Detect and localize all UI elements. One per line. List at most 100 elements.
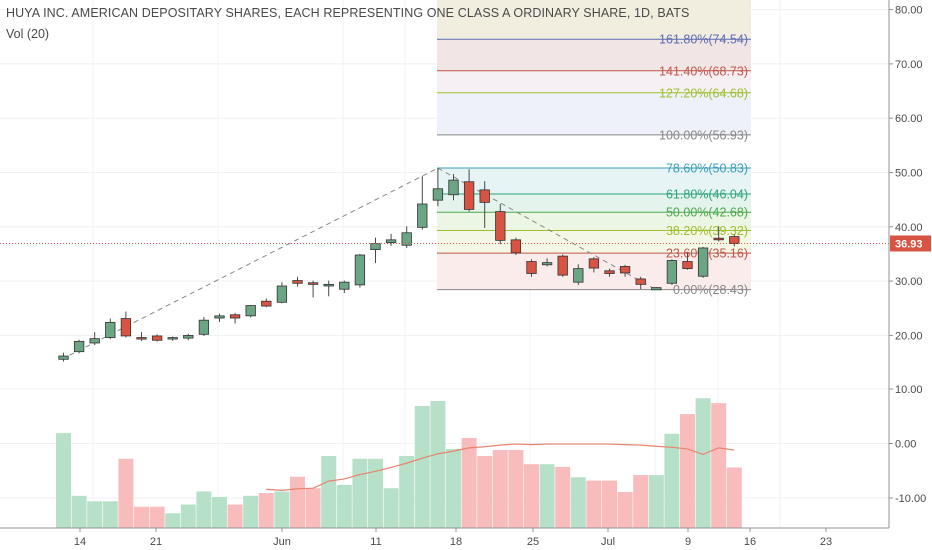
fib-level-label: 161.80%(74.54) [659,33,748,47]
candle [573,264,584,285]
candle [604,268,615,277]
candle-body [276,285,288,303]
candle-body [261,300,272,307]
volume-bar [290,476,305,528]
candle-body [105,321,116,338]
candle-body [292,280,303,284]
volume-bar [274,491,290,528]
time-tick-label: 11 [370,536,381,548]
candle-body [526,261,537,274]
candle-body [588,258,600,269]
volume-bar [305,488,321,528]
volume-moving-average [266,443,735,491]
volume-bar [648,475,664,528]
candle [588,257,600,273]
volume-bar [602,480,617,528]
candle-body [167,337,178,340]
candle-body [635,278,646,285]
volume-bar [56,433,71,528]
volume-bar [695,398,711,528]
candle [510,237,522,256]
fib-zone [437,134,751,168]
candle [261,298,272,308]
volume-bar [321,456,337,528]
volume-bar [258,493,274,528]
candle-body [370,243,381,251]
price-tick-label: 70.00 [895,59,923,71]
candle-body [401,232,412,246]
candle [682,252,693,270]
candle [73,339,85,354]
volume-bar [71,495,87,528]
volume-bar [446,448,461,528]
candle-body [73,340,85,353]
volume-bar [570,477,586,528]
candle-body [713,237,724,241]
time-tick-label: 23 [820,536,832,548]
fib-level-label: 50.00%(42.68) [666,206,748,220]
candle [105,318,116,340]
candle-body [463,181,475,210]
candle-body [479,189,490,203]
volume-bar [368,458,383,528]
candle [557,254,568,277]
volume-bar [524,464,539,528]
volume-bar [711,403,727,528]
candle-body [495,211,506,241]
candle-body [417,203,428,228]
price-tick-label: 80.00 [895,5,923,17]
volume-indicator-label[interactable]: Vol (20) [6,27,50,41]
candle-body [651,287,662,291]
candle-body [604,270,615,274]
candle-body [198,319,210,335]
candle-body [136,337,147,340]
candle-body [666,260,678,284]
candle [307,280,319,298]
trend-lines [61,167,657,360]
volume-bar [430,400,446,528]
candle [729,234,740,247]
volume-bar [102,501,118,528]
volume-bar [227,504,243,528]
candle [89,332,100,346]
volume-bar [196,491,212,528]
fib-level-label: 100.00%(56.93) [659,128,748,142]
volume-bar [539,464,555,528]
candle [651,287,662,291]
trend-line-up [61,167,439,360]
candle [245,304,256,318]
volume-bar [243,495,259,528]
time-tick-label: Jul [601,536,615,548]
candle-body [354,254,366,286]
volume-bar [555,466,571,528]
candle-body [339,281,350,290]
fib-level-label: 141.40%(68.73) [659,64,748,78]
candle [151,334,163,342]
candle [167,336,178,341]
fib-level-label: 78.60%(50.83) [666,161,748,175]
volume-bar [617,492,633,528]
candle [354,253,366,288]
candle [276,282,288,304]
volume-bar [461,438,477,528]
volume-bar [336,484,352,528]
candle [697,246,709,278]
candle [526,259,537,277]
volume-bar [383,488,399,528]
fib-zone [437,0,751,40]
price-tick-label: 50.00 [895,168,923,180]
candlesticks [58,168,740,362]
fib-zone [437,92,751,135]
candle [495,203,506,245]
candle-body [323,283,334,287]
candle-body [307,282,319,285]
volume-bar [180,504,196,528]
candle [479,181,490,228]
volume-bar [149,506,165,528]
volume-bar [165,513,181,528]
trend-line-down [437,167,657,291]
volume-bar [87,501,103,528]
candle-body [541,262,553,266]
